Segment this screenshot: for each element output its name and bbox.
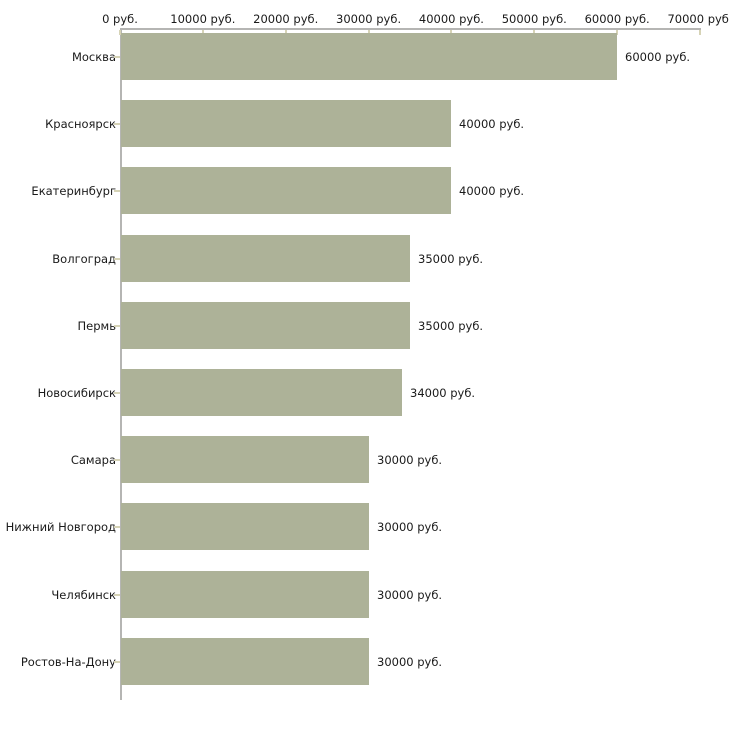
- category-tick: [114, 391, 120, 394]
- x-axis-tick-label: 50000 руб.: [501, 12, 567, 26]
- bar-value-label: 60000 руб.: [625, 49, 691, 64]
- category-label: Новосибирск: [37, 385, 116, 400]
- x-axis-tick: [119, 30, 121, 35]
- bar: [121, 369, 402, 416]
- bar-value-label: 30000 руб.: [377, 452, 443, 467]
- bar: [121, 436, 369, 483]
- bar: [121, 503, 369, 550]
- bar: [121, 100, 451, 147]
- bar-value-label: 35000 руб.: [418, 318, 484, 333]
- category-tick: [114, 660, 120, 663]
- x-axis-tick: [284, 30, 287, 35]
- category-label: Волгоград: [52, 251, 116, 266]
- x-axis-tick-label: 20000 руб.: [253, 12, 319, 26]
- bar-value-label: 40000 руб.: [459, 183, 525, 198]
- x-axis-tick-label: 0 руб.: [102, 12, 138, 26]
- category-tick: [114, 55, 120, 58]
- bar: [121, 302, 410, 349]
- bar: [121, 33, 617, 80]
- category-label: Челябинск: [51, 587, 116, 602]
- category-tick: [114, 122, 120, 125]
- category-tick: [114, 458, 120, 461]
- category-label: Пермь: [77, 318, 116, 333]
- x-axis-tick: [201, 30, 204, 35]
- x-axis-tick: [699, 30, 701, 35]
- category-label: Самара: [70, 452, 116, 467]
- bar: [121, 235, 410, 282]
- bar: [121, 638, 369, 685]
- category-label: Нижний Новгород: [5, 519, 116, 534]
- x-axis-tick-label: 30000 руб.: [336, 12, 402, 26]
- bar-value-label: 35000 руб.: [418, 251, 484, 266]
- bar: [121, 167, 451, 214]
- category-tick: [114, 189, 120, 192]
- x-axis-tick: [450, 30, 453, 35]
- category-tick: [114, 525, 120, 528]
- category-tick: [114, 324, 120, 327]
- x-axis-tick: [367, 30, 370, 35]
- bar-value-label: 30000 руб.: [377, 587, 443, 602]
- x-axis-tick-label: 10000 руб.: [170, 12, 236, 26]
- bar-value-label: 34000 руб.: [410, 385, 476, 400]
- bar-value-label: 30000 руб.: [377, 654, 443, 669]
- category-label: Красноярск: [45, 116, 116, 131]
- bar-value-label: 30000 руб.: [377, 519, 443, 534]
- category-tick: [114, 257, 120, 260]
- x-axis-tick-label: 70000 руб.: [667, 12, 730, 26]
- y-axis-line: [120, 28, 122, 700]
- bar-value-label: 40000 руб.: [459, 116, 525, 131]
- x-axis-tick-label: 40000 руб.: [418, 12, 484, 26]
- category-label: Москва: [71, 49, 116, 64]
- x-axis-tick: [533, 30, 536, 35]
- category-label: Ростов-На-Дону: [20, 654, 116, 669]
- category-tick: [114, 593, 120, 596]
- bar: [121, 571, 369, 618]
- x-axis-tick-label: 60000 руб.: [584, 12, 650, 26]
- x-axis-line: [120, 28, 701, 30]
- x-axis-tick: [616, 30, 619, 35]
- category-label: Екатеринбург: [31, 183, 116, 198]
